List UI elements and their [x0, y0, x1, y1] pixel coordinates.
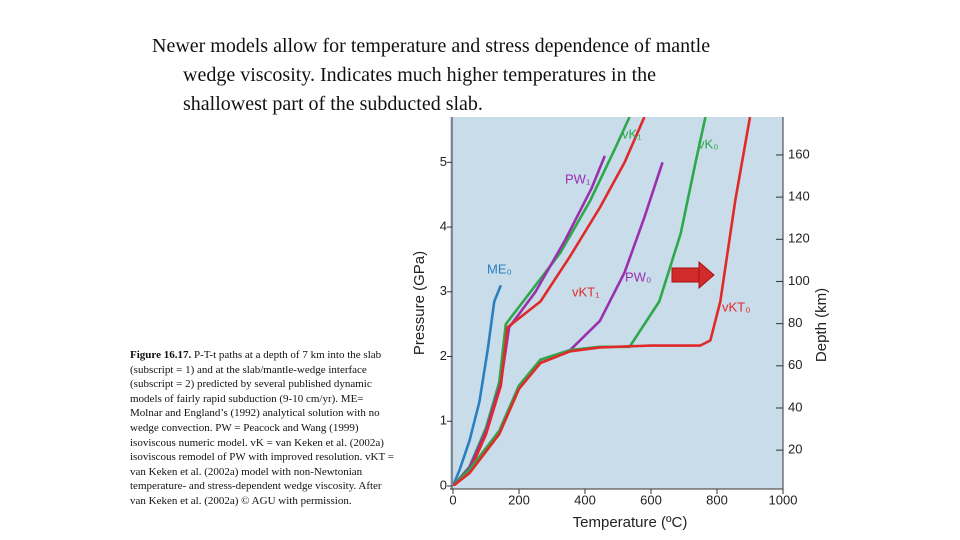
- x-axis-label: Temperature (ºC): [573, 514, 688, 531]
- text-line: shallowest part of the subducted slab.: [183, 93, 483, 115]
- y-axis-label: Pressure (GPa): [411, 251, 428, 355]
- y2-tick-label: 100: [788, 273, 810, 288]
- text-line: Newer models allow for temperature and s…: [152, 35, 711, 57]
- y2-tick-label: 40: [788, 399, 802, 414]
- arrow-body: [671, 267, 701, 283]
- x-tick-label: 0: [449, 492, 456, 507]
- x-tick-label: 600: [640, 492, 662, 507]
- y-tick-label: 4: [440, 218, 447, 233]
- y-tick-label: 3: [440, 283, 447, 298]
- y-tick-label: 2: [440, 348, 447, 363]
- caption: Figure 16.17. P-T-t paths at a depth of …: [130, 348, 396, 509]
- y2-tick-label: 80: [788, 315, 802, 330]
- arrow-head: [698, 260, 715, 290]
- arrow: [671, 260, 715, 290]
- y2-tick-label: 20: [788, 442, 802, 457]
- caption-text: P-T-t paths at a depth of 7 km into the …: [130, 349, 394, 507]
- y2-tick-label: 60: [788, 357, 802, 372]
- series-label: vK₀: [698, 136, 719, 151]
- series-label: PW₀: [625, 269, 651, 284]
- slide-text: Newer models allow for temperature and s…: [152, 32, 852, 119]
- x-tick-label: 1000: [769, 492, 798, 507]
- x-tick-label: 800: [706, 492, 728, 507]
- y2-axis-label: Depth (km): [813, 288, 830, 362]
- series-label: vK₁: [622, 126, 642, 141]
- y-tick-label: 1: [440, 413, 447, 428]
- y-tick-label: 5: [440, 154, 447, 169]
- text-line: wedge viscosity. Indicates much higher t…: [183, 64, 656, 86]
- series-line: [453, 284, 503, 486]
- y2-tick-label: 120: [788, 231, 810, 246]
- series-line: [453, 117, 752, 486]
- series-label: ME₀: [487, 261, 512, 276]
- series-label: PW₁: [565, 171, 591, 186]
- y2-tick-label: 160: [788, 146, 810, 161]
- x-tick-label: 200: [508, 492, 530, 507]
- x-tick-label: 400: [574, 492, 596, 507]
- y-tick-label: 0: [440, 477, 447, 492]
- series-label: vKT₀: [722, 299, 751, 314]
- caption-label: Figure 16.17.: [130, 349, 192, 361]
- series-label: vKT₁: [572, 284, 600, 299]
- lines: [453, 117, 752, 486]
- series-line: [453, 117, 646, 486]
- y2-tick-label: 140: [788, 189, 810, 204]
